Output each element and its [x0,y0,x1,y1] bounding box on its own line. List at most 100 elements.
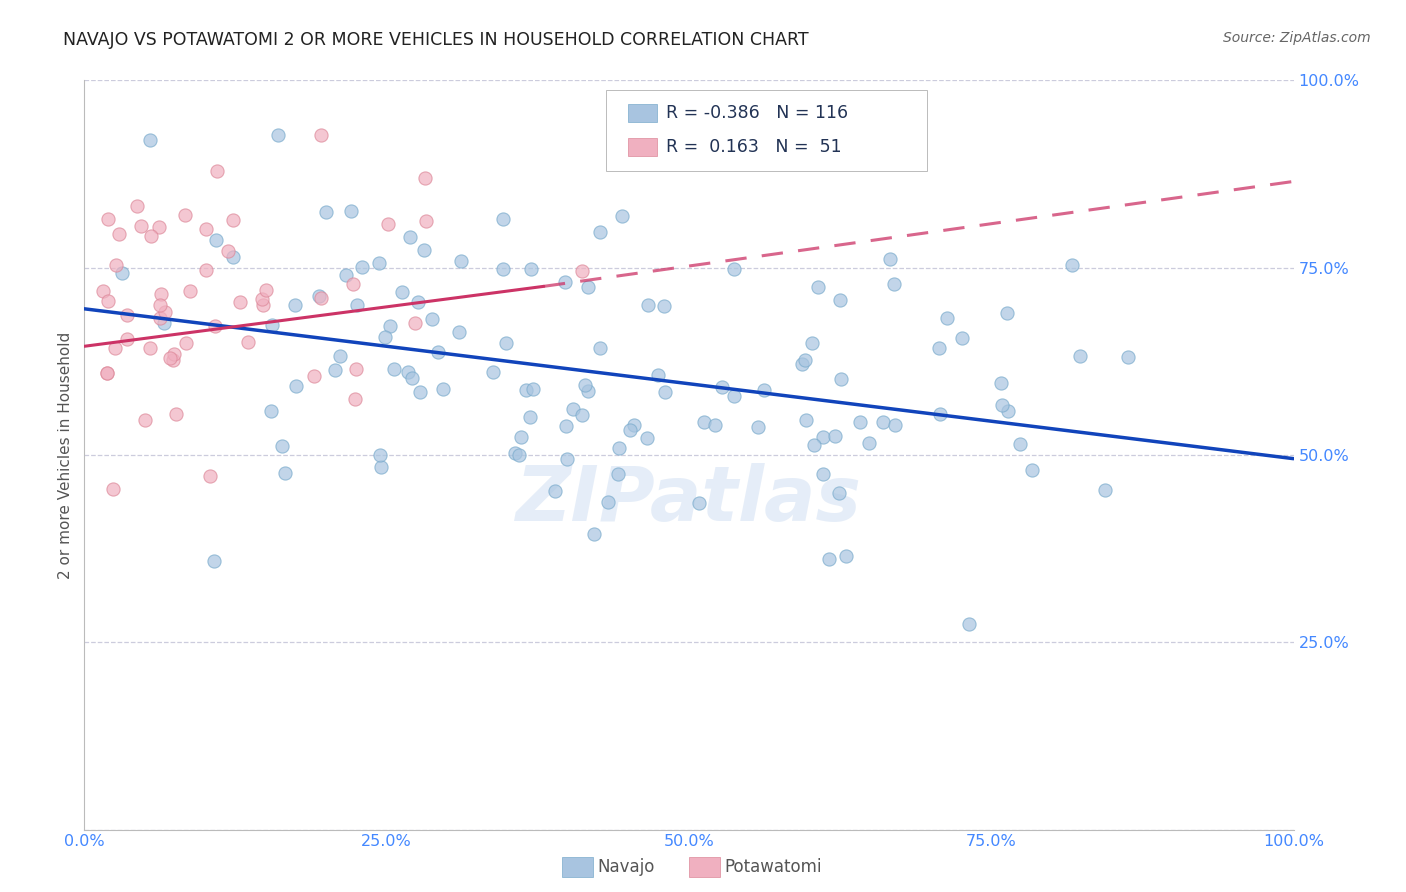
Point [159,351,181,366]
Point [115,332,138,346]
Point [619,423,641,437]
Point [519,410,541,425]
Point [413,170,436,185]
Point [995,305,1018,319]
Point [598,494,620,508]
Point [93,284,115,298]
Point [284,379,307,393]
Point [346,298,368,312]
Point [162,352,184,367]
Point [139,342,162,356]
Point [828,486,851,500]
Point [329,349,352,363]
Point [198,469,221,483]
Point [153,305,176,319]
Point [555,452,578,467]
Point [492,211,515,226]
Point [492,262,515,277]
Point [576,384,599,398]
Point [267,128,290,143]
Point [957,617,980,632]
Point [205,164,228,178]
Point [139,229,162,244]
Point [370,460,392,475]
Point [1116,351,1139,365]
Point [991,398,1014,412]
Point [396,365,419,379]
Point [105,258,128,272]
Point [202,554,225,568]
Point [589,341,612,355]
Point [554,275,576,289]
Point [704,417,727,432]
Point [872,415,894,429]
Point [134,413,156,427]
Point [101,483,124,497]
Point [824,429,846,443]
Point [693,415,716,429]
Point [495,335,517,350]
Point [609,442,631,456]
Point [195,222,218,236]
Point [194,263,217,277]
Point [377,217,399,231]
Text: R =  0.163   N =  51: R = 0.163 N = 51 [666,138,842,156]
Point [432,382,454,396]
Point [883,417,905,432]
Point [309,128,332,143]
Point [139,133,162,147]
Point [148,220,170,235]
Point [588,225,610,239]
Point [1008,437,1031,451]
Point [409,384,432,399]
Point [221,251,243,265]
Y-axis label: 2 or more Vehicles in Household: 2 or more Vehicles in Household [58,331,73,579]
Point [574,377,596,392]
Point [747,419,769,434]
Point [391,285,413,299]
Point [1094,483,1116,497]
Point [723,261,745,276]
Text: Source: ZipAtlas.com: Source: ZipAtlas.com [1223,31,1371,45]
Point [382,361,405,376]
Point [131,219,153,234]
Point [374,329,396,343]
Point [236,335,259,350]
Point [571,409,593,423]
Point [335,268,357,282]
Point [162,347,184,361]
Point [150,286,173,301]
Point [412,243,434,257]
Point [342,277,364,291]
Point [793,353,815,368]
Text: R = -0.386   N = 116: R = -0.386 N = 116 [666,104,849,122]
Point [274,467,297,481]
Point [647,368,669,382]
Point [153,316,176,330]
Point [688,496,710,510]
Point [378,319,401,334]
Point [508,448,530,462]
Point [835,549,858,563]
Point [350,260,373,274]
Point [368,255,391,269]
Point [270,439,292,453]
Point [115,308,138,322]
Point [654,384,676,399]
Point [426,344,449,359]
Point [562,402,585,417]
Point [165,407,187,421]
Point [505,445,527,459]
Point [555,419,578,434]
Point [652,299,675,313]
Point [711,379,734,393]
Point [723,389,745,403]
Point [420,312,443,326]
Point [343,392,366,406]
Point [308,288,330,302]
Point [174,336,197,351]
Point [222,213,245,227]
Point [576,280,599,294]
Point [205,233,228,247]
Point [404,316,426,330]
